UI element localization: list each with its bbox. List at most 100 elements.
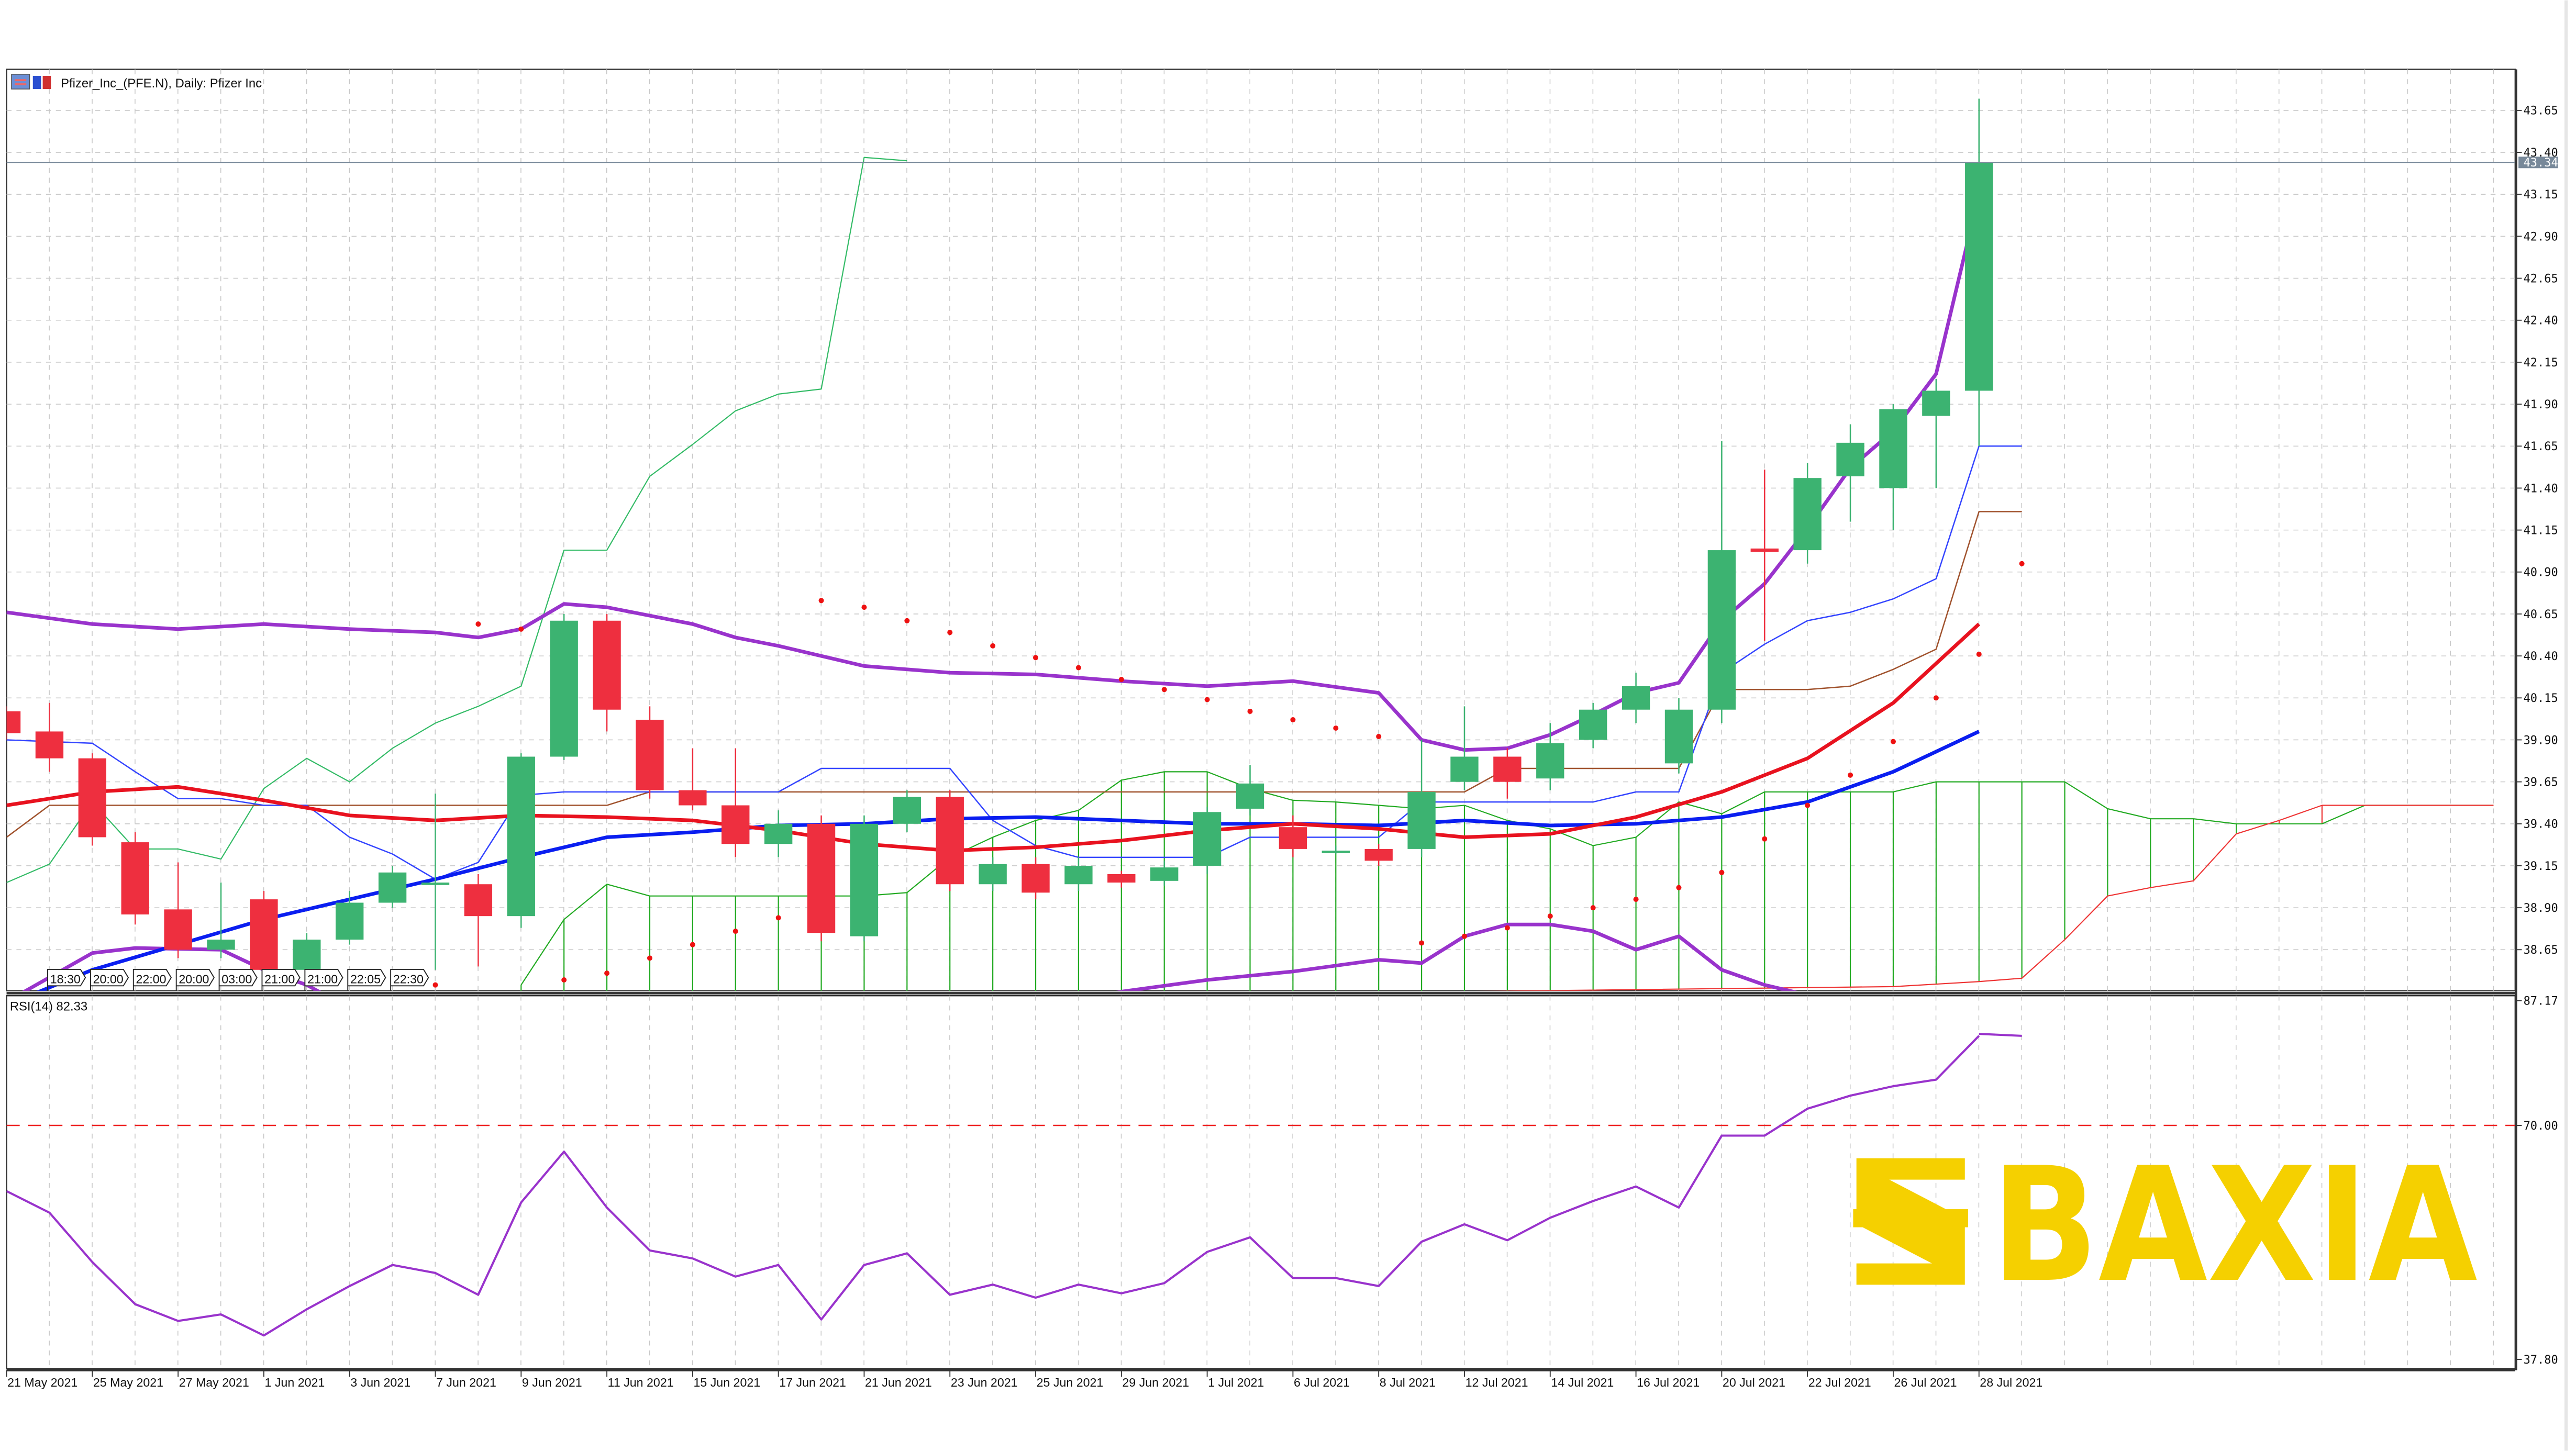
candle-body [1793,478,1822,551]
sar-dot [947,630,953,635]
time-flag: 22:05 [347,969,386,991]
candle-body [764,823,793,844]
date-axis[interactable]: 21 May 2021 25 May 2021 27 May 2021 1 Jun 2… [6,1370,2043,1389]
chart-window-icon[interactable] [11,74,30,90]
time-flag: 03:00 [218,969,258,991]
sar-dot [1033,655,1039,661]
candle [464,874,493,967]
sar-dot [561,977,567,983]
time-flag: 22:00 [132,969,172,991]
rsi-panel[interactable] [6,995,2516,1369]
date-tick-label: 1 Jun 2021 [264,1376,325,1389]
candle [1579,702,1607,749]
time-flag-shape [390,969,429,991]
candle [421,794,450,970]
candle-body [636,719,664,790]
time-flag: 21:00 [304,969,343,991]
candle-body [250,899,278,970]
date-tick-label: 15 Jun 2021 [693,1376,760,1389]
rsi-tick-label: 87.17 [2524,995,2558,1008]
candle [1536,723,1564,790]
candle [936,790,964,891]
candle-body [1322,851,1350,853]
rsi-axis[interactable]: 87.17 70.00 37.80 [2515,995,2558,1367]
time-flag-label: 20:00 [93,973,124,986]
candle-body [207,940,235,950]
date-tick-label: 25 May 2021 [93,1376,163,1389]
candle-body [850,823,879,936]
price-tick-label: 41.15 [2524,524,2558,537]
candle [1750,470,1779,641]
sar-dot [1290,717,1296,722]
date-tick-label: 14 Jul 2021 [1551,1376,1614,1389]
time-flag-label: 22:05 [350,973,381,986]
time-flag-shape [47,969,86,991]
candle-body [1193,812,1222,866]
rsi-line-group [6,1033,2515,1337]
time-flag-shape [90,969,129,991]
candle-body [1965,162,1993,391]
price-tick-label: 38.90 [2524,902,2558,915]
date-tick-label: 12 Jul 2021 [1465,1376,1528,1389]
candle-body [293,940,321,970]
date-tick-label: 6 Jul 2021 [1294,1376,1350,1389]
time-flag-shape [132,969,172,991]
candle [1622,673,1650,723]
candle-body [979,864,1007,885]
indicator-lines [6,157,2494,991]
sar-dot [990,643,996,649]
candle [1793,463,1822,564]
candle-body [1879,409,1907,488]
date-tick-label: 17 Jun 2021 [779,1376,846,1389]
price-axis[interactable]: 43.6543.4043.1542.9042.6542.4042.1541.90… [6,105,2558,957]
current-price-tag[interactable] [2518,157,2558,169]
price-tick-label: 43.65 [2524,105,2558,118]
time-flag-shape [175,969,215,991]
time-flag-label: 18:30 [50,973,81,986]
rsi-tick-label: 37.80 [2524,1354,2558,1367]
sar-dot [1848,772,1853,778]
candle-body [1493,756,1522,782]
date-tick-label: 28 Jul 2021 [1980,1376,2042,1389]
time-flag-label: 21:00 [307,973,338,986]
time-flag-label: 22:00 [136,973,166,986]
chikou-span-line [6,157,907,884]
price-tick-label: 40.65 [2524,608,2558,621]
date-tick-label: 27 May 2021 [179,1376,249,1389]
trading-icon[interactable] [32,76,51,90]
sar-dot [2019,561,2025,566]
price-tick-label: 43.15 [2524,188,2558,202]
sar-dot [690,942,695,947]
candle [1836,424,1864,522]
candle [893,790,921,832]
candle-body [78,758,107,838]
candle [764,810,793,857]
price-tick-label: 39.65 [2524,776,2558,789]
candle [1064,857,1093,891]
date-tick-label: 20 Jul 2021 [1723,1376,1785,1389]
candle-body [421,883,450,885]
date-tick-label: 9 Jun 2021 [522,1376,582,1389]
date-tick-label: 11 Jun 2021 [608,1376,674,1389]
sar-dot [775,915,781,921]
date-tick-label: 26 Jul 2021 [1894,1376,1957,1389]
candle-body [593,620,621,710]
candle [1107,870,1136,888]
candle-body [807,823,836,933]
sar-dot [518,626,524,632]
sar-dot [1976,651,1982,657]
candle-body [1021,864,1050,893]
candle-body [1622,686,1650,710]
date-tick-label: 3 Jun 2021 [350,1376,410,1389]
candle [636,706,664,799]
price-tick-label: 38.65 [2524,944,2558,957]
time-flag-shape [347,969,386,991]
candle-body [6,711,21,733]
candle-body [1150,867,1179,881]
date-tick-label: 16 Jul 2021 [1637,1376,1700,1389]
candle-body [679,790,707,806]
current-price-label: 43.34 [2524,157,2558,170]
price-tick-label: 40.40 [2524,650,2558,663]
baxia-logo-mark [1853,1158,1969,1285]
